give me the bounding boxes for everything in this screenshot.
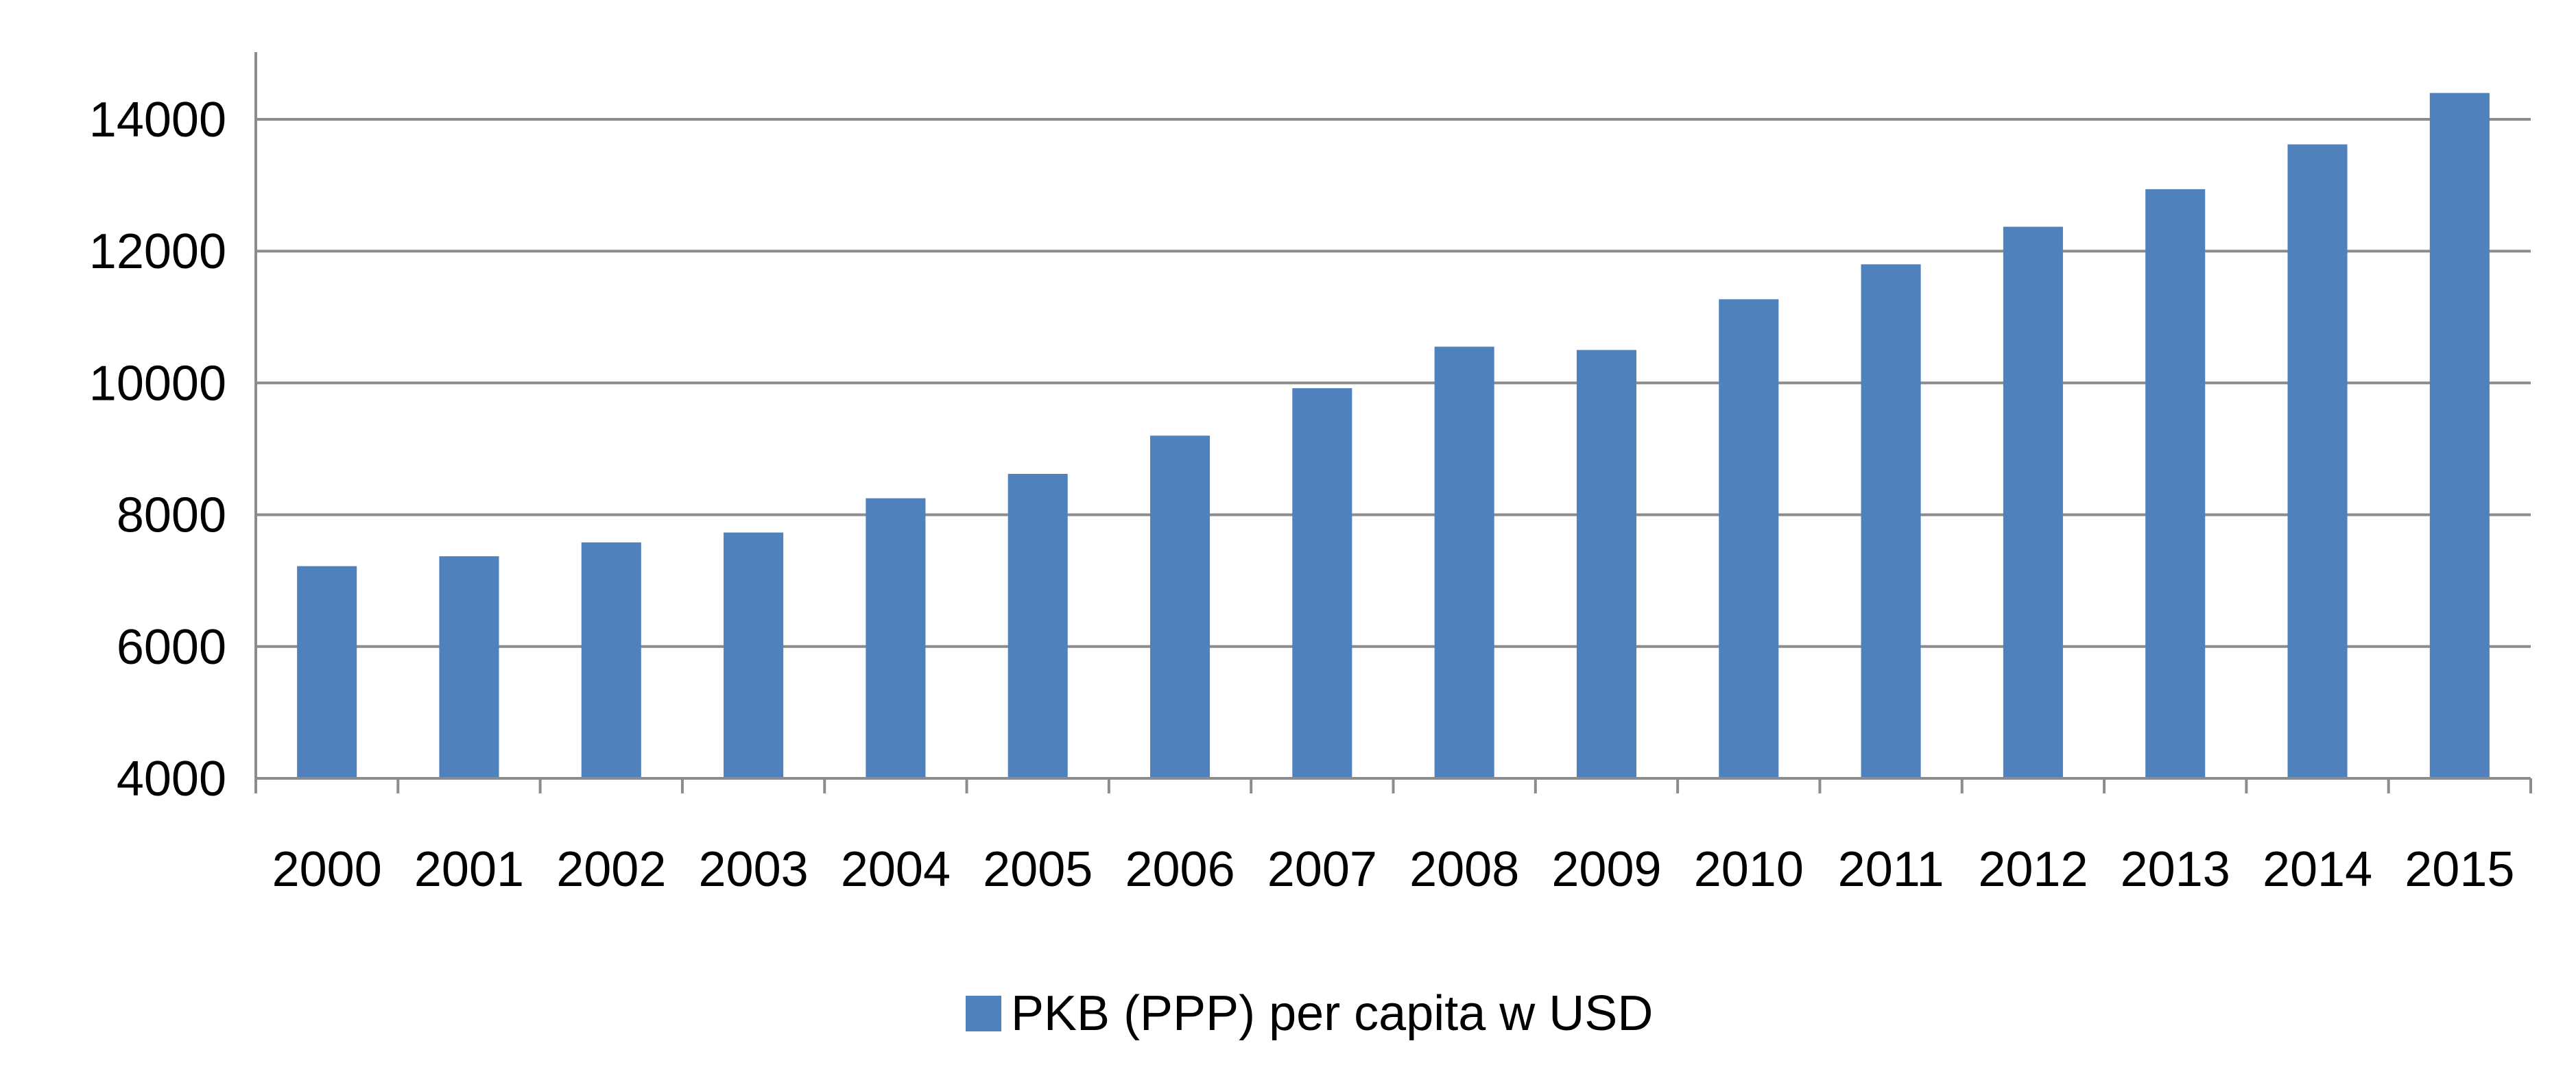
x-tick-label: 2011 xyxy=(1838,842,1944,897)
y-axis-tick-labels: 4000 6000 8000 10000 12000 14000 xyxy=(89,93,226,806)
x-tick-label: 2005 xyxy=(983,842,1093,897)
bars xyxy=(297,93,2490,779)
x-tick-label: 2009 xyxy=(1551,842,1661,897)
y-tick-label: 4000 xyxy=(117,752,226,806)
axes xyxy=(254,52,2532,793)
legend-swatch xyxy=(966,996,1001,1031)
bar xyxy=(1719,299,1779,778)
legend: PKB (PPP) per capita w USD xyxy=(966,986,1653,1041)
y-tick-label: 14000 xyxy=(89,93,226,147)
x-tick-label: 2014 xyxy=(2263,842,2372,897)
x-tick-label: 2001 xyxy=(414,842,524,897)
bar xyxy=(1149,435,1211,778)
bar xyxy=(2003,226,2063,778)
x-tick-label: 2003 xyxy=(699,842,809,897)
x-tick-label: 2015 xyxy=(2405,842,2514,897)
bar xyxy=(297,566,357,778)
bar xyxy=(2287,144,2348,778)
x-tick-label: 2013 xyxy=(2121,842,2230,897)
bar xyxy=(724,532,784,778)
x-tick-label: 2007 xyxy=(1267,842,1377,897)
bar xyxy=(581,542,641,778)
y-tick-label: 12000 xyxy=(89,224,226,279)
bar xyxy=(1434,346,1494,778)
y-tick-label: 10000 xyxy=(89,356,226,411)
x-axis-tick-labels: 2000 2001 2002 2003 2004 2005 2006 2007 2008 2009… xyxy=(272,842,2515,897)
y-tick-label: 8000 xyxy=(117,488,226,543)
x-tick-label: 2008 xyxy=(1409,842,1519,897)
bar xyxy=(2145,189,2206,779)
x-tick-label: 2012 xyxy=(1978,842,2088,897)
bar xyxy=(2429,93,2490,778)
x-tick-label: 2010 xyxy=(1694,842,1804,897)
x-tick-label: 2002 xyxy=(556,842,666,897)
bar xyxy=(439,556,499,778)
x-tick-label: 2000 xyxy=(272,842,382,897)
bar xyxy=(866,498,926,778)
bar xyxy=(1292,388,1352,778)
legend-label: PKB (PPP) per capita w USD xyxy=(1011,986,1653,1041)
x-tick-label: 2004 xyxy=(841,842,951,897)
bar xyxy=(1861,264,1921,778)
bar xyxy=(1576,350,1637,779)
x-tick-label: 2006 xyxy=(1125,842,1235,897)
y-tick-label: 6000 xyxy=(117,620,226,675)
bar xyxy=(1007,474,1068,778)
